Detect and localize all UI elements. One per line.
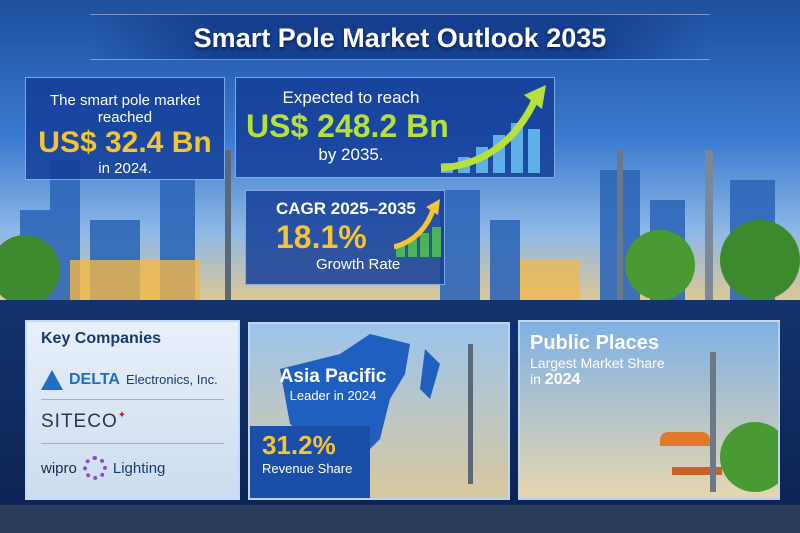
growth-chart-icon — [440, 85, 546, 173]
wipro-name: Lighting — [112, 459, 166, 477]
segment-year: 2024 — [544, 371, 581, 388]
cagr-value: 18.1% — [276, 219, 367, 255]
market-2024-label: The smart pole market reached — [49, 92, 201, 126]
siteco-star-icon: ✦ — [117, 410, 127, 421]
cagr-card: CAGR 2025–2035 18.1% Growth Rate — [245, 190, 445, 285]
smart-pole — [225, 150, 231, 310]
page-title: Smart Pole Market Outlook 2035 — [193, 23, 607, 53]
segment-sub: Largest Market Share — [530, 355, 665, 371]
region-name: Asia Pacific — [279, 366, 387, 387]
wipro-dots-icon — [82, 456, 107, 480]
region-share-label: Revenue Share — [262, 461, 353, 476]
title-banner: Smart Pole Market Outlook 2035 — [90, 14, 710, 60]
growth-arrow-icon — [394, 199, 441, 257]
region-share-value: 31.2% — [262, 430, 336, 460]
smart-pole — [617, 150, 623, 310]
road — [0, 505, 800, 533]
market-2024-value: US$ 32.4 Bn — [38, 126, 212, 159]
city-skyline — [0, 150, 800, 310]
region-sub: Leader in 2024 — [289, 388, 377, 403]
market-2035-card: Expected to reach US$ 248.2 Bn by 2035. — [235, 77, 555, 178]
bus-shelter — [660, 432, 710, 446]
market-2035-label: Expected to reach — [282, 88, 420, 107]
segment-year-prefix: in — [530, 371, 541, 387]
key-companies-heading: Key Companies — [41, 330, 162, 347]
company-siteco: SITECO ✦ — [41, 400, 224, 444]
wipro-logo: wipro — [41, 459, 77, 477]
smart-pole — [468, 344, 473, 484]
market-2024-card: The smart pole market reached US$ 32.4 B… — [25, 77, 225, 180]
delta-name: Electronics, Inc. — [125, 372, 218, 387]
delta-logo-icon — [41, 369, 63, 390]
bench — [672, 467, 722, 475]
tree — [720, 422, 778, 492]
cagr-sub: Growth Rate — [316, 256, 401, 273]
cagr-label: CAGR 2025–2035 — [276, 199, 416, 218]
company-delta: DELTA Electronics, Inc. — [41, 360, 224, 400]
siteco-logo: SITECO — [41, 410, 118, 432]
delta-logo: DELTA — [69, 370, 120, 388]
key-companies-panel: Key Companies DELTA Electronics, Inc. SI… — [25, 320, 240, 500]
market-2035-value: US$ 248.2 Bn — [246, 108, 449, 144]
company-wipro: wipro Lighting — [41, 444, 224, 492]
region-panel: Asia Pacific Leader in 2024 31.2% Revenu… — [248, 322, 510, 500]
segment-panel: Public Places Largest Market Share in 20… — [518, 320, 780, 500]
smart-pole — [710, 352, 716, 492]
market-2024-year: in 2024. — [98, 160, 152, 177]
smart-pole — [705, 150, 713, 310]
market-2035-year: by 2035. — [318, 145, 384, 164]
segment-name: Public Places — [530, 332, 659, 354]
region-share-box: 31.2% Revenue Share — [250, 426, 370, 498]
